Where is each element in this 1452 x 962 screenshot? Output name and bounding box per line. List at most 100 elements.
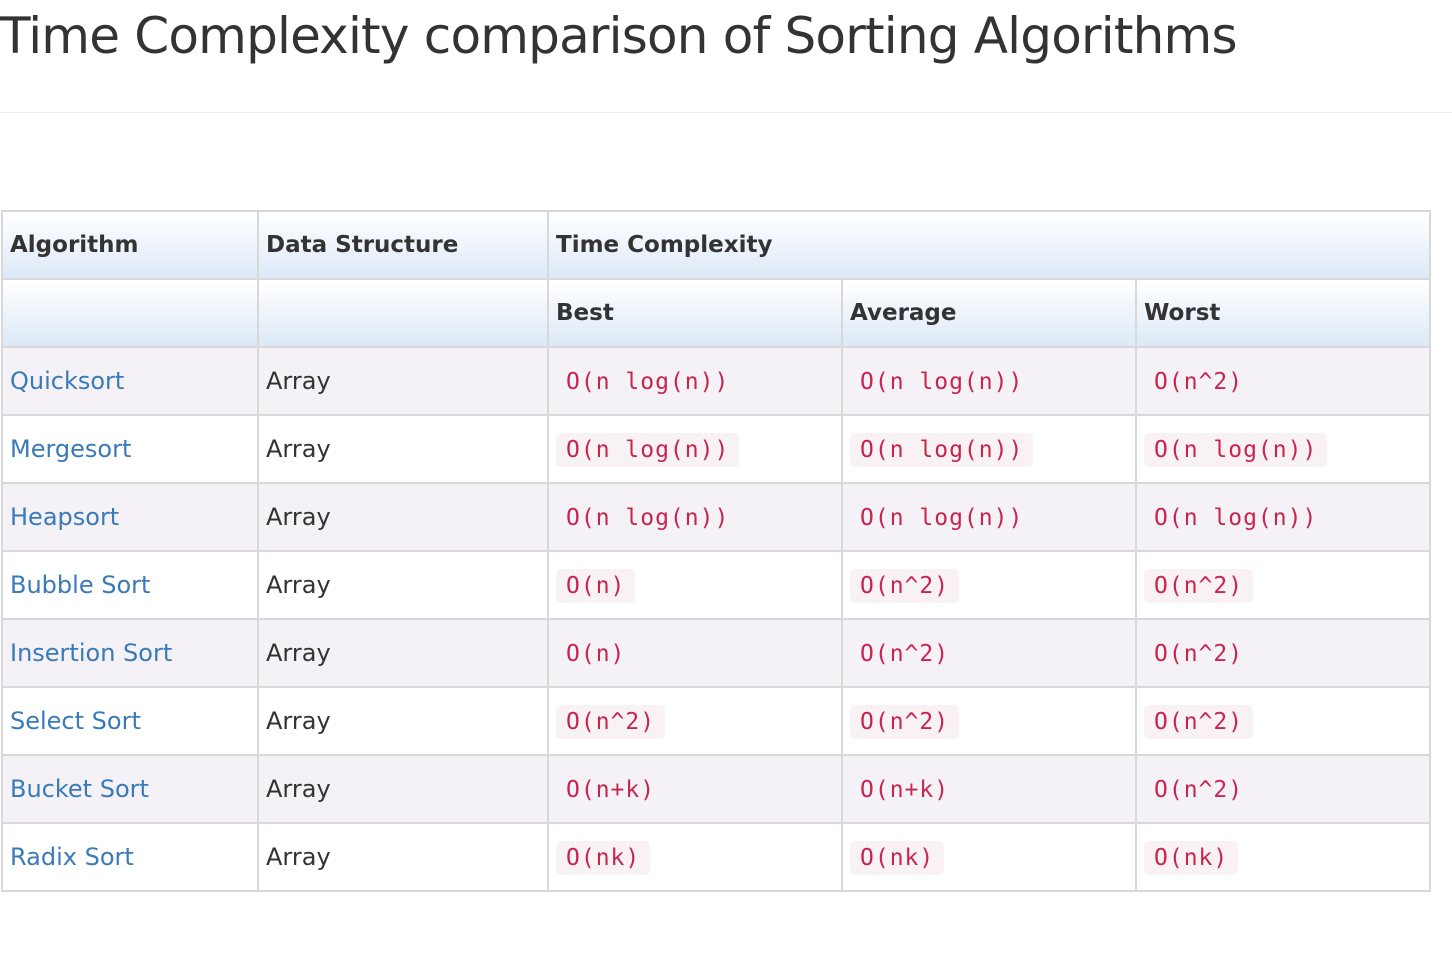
data-structure-cell: Array xyxy=(257,754,549,824)
subheader-row: Best Average Worst xyxy=(1,278,1432,348)
best-cell: O(n log(n)) xyxy=(547,414,843,484)
data-structure-cell: Array xyxy=(257,822,549,892)
data-structure-value: Array xyxy=(266,639,331,667)
table-row: Bubble Sort Array O(n) O(n^2) O(n^2) xyxy=(1,550,1432,620)
average-cell: O(n log(n)) xyxy=(841,482,1137,552)
worst-cell: O(n^2) xyxy=(1134,754,1432,824)
algorithm-link[interactable]: Mergesort xyxy=(10,435,132,463)
average-complexity: O(n^2) xyxy=(850,705,960,739)
worst-cell: O(n log(n)) xyxy=(1134,414,1432,484)
algorithm-cell: Bucket Sort xyxy=(1,754,259,824)
header-worst: Worst xyxy=(1134,278,1432,348)
algorithm-link[interactable]: Heapsort xyxy=(10,503,120,531)
best-cell: O(n^2) xyxy=(547,686,843,756)
table-row: Quicksort Array O(n log(n)) O(n log(n)) … xyxy=(1,346,1432,416)
worst-complexity: O(n^2) xyxy=(1154,369,1244,395)
data-structure-value: Array xyxy=(266,367,331,395)
complexity-table: Algorithm Data Structure Time Complexity… xyxy=(1,210,1432,892)
worst-complexity: O(n log(n)) xyxy=(1144,433,1328,467)
worst-complexity: O(nk) xyxy=(1144,841,1239,875)
average-cell: O(nk) xyxy=(841,822,1137,892)
best-complexity: O(n) xyxy=(566,641,626,667)
best-cell: O(n+k) xyxy=(547,754,843,824)
algorithm-link[interactable]: Bucket Sort xyxy=(10,775,149,803)
subheader-empty-algorithm xyxy=(1,278,259,348)
worst-cell: O(n^2) xyxy=(1134,618,1432,688)
table-row: Radix Sort Array O(nk) O(nk) O(nk) xyxy=(1,822,1432,892)
best-complexity: O(n+k) xyxy=(566,777,656,803)
best-cell: O(n log(n)) xyxy=(547,482,843,552)
average-cell: O(n log(n)) xyxy=(841,346,1137,416)
algorithm-cell: Mergesort xyxy=(1,414,259,484)
title-divider xyxy=(0,112,1452,113)
average-cell: O(n^2) xyxy=(841,550,1137,620)
data-structure-cell: Array xyxy=(257,482,549,552)
algorithm-link[interactable]: Radix Sort xyxy=(10,843,134,871)
best-complexity: O(n^2) xyxy=(556,705,666,739)
data-structure-cell: Array xyxy=(257,686,549,756)
average-cell: O(n^2) xyxy=(841,686,1137,756)
data-structure-value: Array xyxy=(266,707,331,735)
data-structure-value: Array xyxy=(266,571,331,599)
worst-cell: O(n^2) xyxy=(1134,550,1432,620)
table-body: Quicksort Array O(n log(n)) O(n log(n)) … xyxy=(1,346,1432,892)
algorithm-cell: Bubble Sort xyxy=(1,550,259,620)
average-complexity: O(n log(n)) xyxy=(860,369,1024,395)
data-structure-cell: Array xyxy=(257,550,549,620)
worst-cell: O(n log(n)) xyxy=(1134,482,1432,552)
worst-cell: O(n^2) xyxy=(1134,346,1432,416)
table-row: Heapsort Array O(n log(n)) O(n log(n)) O… xyxy=(1,482,1432,552)
worst-cell: O(nk) xyxy=(1134,822,1432,892)
average-complexity: O(n+k) xyxy=(860,777,950,803)
header-best: Best xyxy=(547,278,843,348)
data-structure-cell: Array xyxy=(257,414,549,484)
data-structure-value: Array xyxy=(266,503,331,531)
algorithm-cell: Quicksort xyxy=(1,346,259,416)
data-structure-value: Array xyxy=(266,843,331,871)
algorithm-link[interactable]: Select Sort xyxy=(10,707,141,735)
best-cell: O(n log(n)) xyxy=(547,346,843,416)
average-complexity: O(n^2) xyxy=(860,641,950,667)
worst-complexity: O(n^2) xyxy=(1144,705,1254,739)
header-row: Algorithm Data Structure Time Complexity xyxy=(1,210,1432,280)
header-average: Average xyxy=(841,278,1137,348)
best-complexity: O(n log(n)) xyxy=(566,369,730,395)
best-complexity: O(n) xyxy=(556,569,636,603)
header-algorithm: Algorithm xyxy=(1,210,259,280)
algorithm-cell: Heapsort xyxy=(1,482,259,552)
data-structure-value: Array xyxy=(266,775,331,803)
algorithm-cell: Select Sort xyxy=(1,686,259,756)
data-structure-cell: Array xyxy=(257,618,549,688)
algorithm-link[interactable]: Bubble Sort xyxy=(10,571,151,599)
average-cell: O(n+k) xyxy=(841,754,1137,824)
average-cell: O(n^2) xyxy=(841,618,1137,688)
table-header: Algorithm Data Structure Time Complexity… xyxy=(1,210,1432,348)
table-row: Insertion Sort Array O(n) O(n^2) O(n^2) xyxy=(1,618,1432,688)
average-cell: O(n log(n)) xyxy=(841,414,1137,484)
average-complexity: O(n log(n)) xyxy=(850,433,1034,467)
table-row: Select Sort Array O(n^2) O(n^2) O(n^2) xyxy=(1,686,1432,756)
data-structure-value: Array xyxy=(266,435,331,463)
algorithm-cell: Radix Sort xyxy=(1,822,259,892)
worst-cell: O(n^2) xyxy=(1134,686,1432,756)
best-complexity: O(nk) xyxy=(556,841,651,875)
best-cell: O(n) xyxy=(547,618,843,688)
best-cell: O(n) xyxy=(547,550,843,620)
average-complexity: O(n log(n)) xyxy=(860,505,1024,531)
subheader-empty-data-structure xyxy=(257,278,549,348)
worst-complexity: O(n^2) xyxy=(1144,569,1254,603)
algorithm-cell: Insertion Sort xyxy=(1,618,259,688)
header-data-structure: Data Structure xyxy=(257,210,549,280)
worst-complexity: O(n^2) xyxy=(1154,777,1244,803)
best-cell: O(nk) xyxy=(547,822,843,892)
algorithm-link[interactable]: Quicksort xyxy=(10,367,125,395)
algorithm-link[interactable]: Insertion Sort xyxy=(10,639,173,667)
table-row: Mergesort Array O(n log(n)) O(n log(n)) … xyxy=(1,414,1432,484)
average-complexity: O(nk) xyxy=(850,841,945,875)
header-time-complexity: Time Complexity xyxy=(546,210,1432,280)
table-row: Bucket Sort Array O(n+k) O(n+k) O(n^2) xyxy=(1,754,1432,824)
page-title: Time Complexity comparison of Sorting Al… xyxy=(0,7,1238,65)
average-complexity: O(n^2) xyxy=(850,569,960,603)
worst-complexity: O(n log(n)) xyxy=(1154,505,1318,531)
best-complexity: O(n log(n)) xyxy=(556,433,740,467)
